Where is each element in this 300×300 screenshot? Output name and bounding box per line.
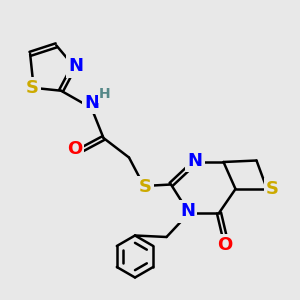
Text: O: O (67, 140, 82, 158)
Text: S: S (266, 180, 279, 198)
Text: N: N (188, 152, 202, 169)
Text: N: N (180, 202, 195, 220)
Text: N: N (68, 57, 83, 75)
Text: S: S (26, 79, 39, 97)
Text: O: O (218, 236, 232, 254)
Text: H: H (99, 88, 111, 101)
Text: S: S (139, 178, 152, 196)
Text: N: N (84, 94, 99, 112)
